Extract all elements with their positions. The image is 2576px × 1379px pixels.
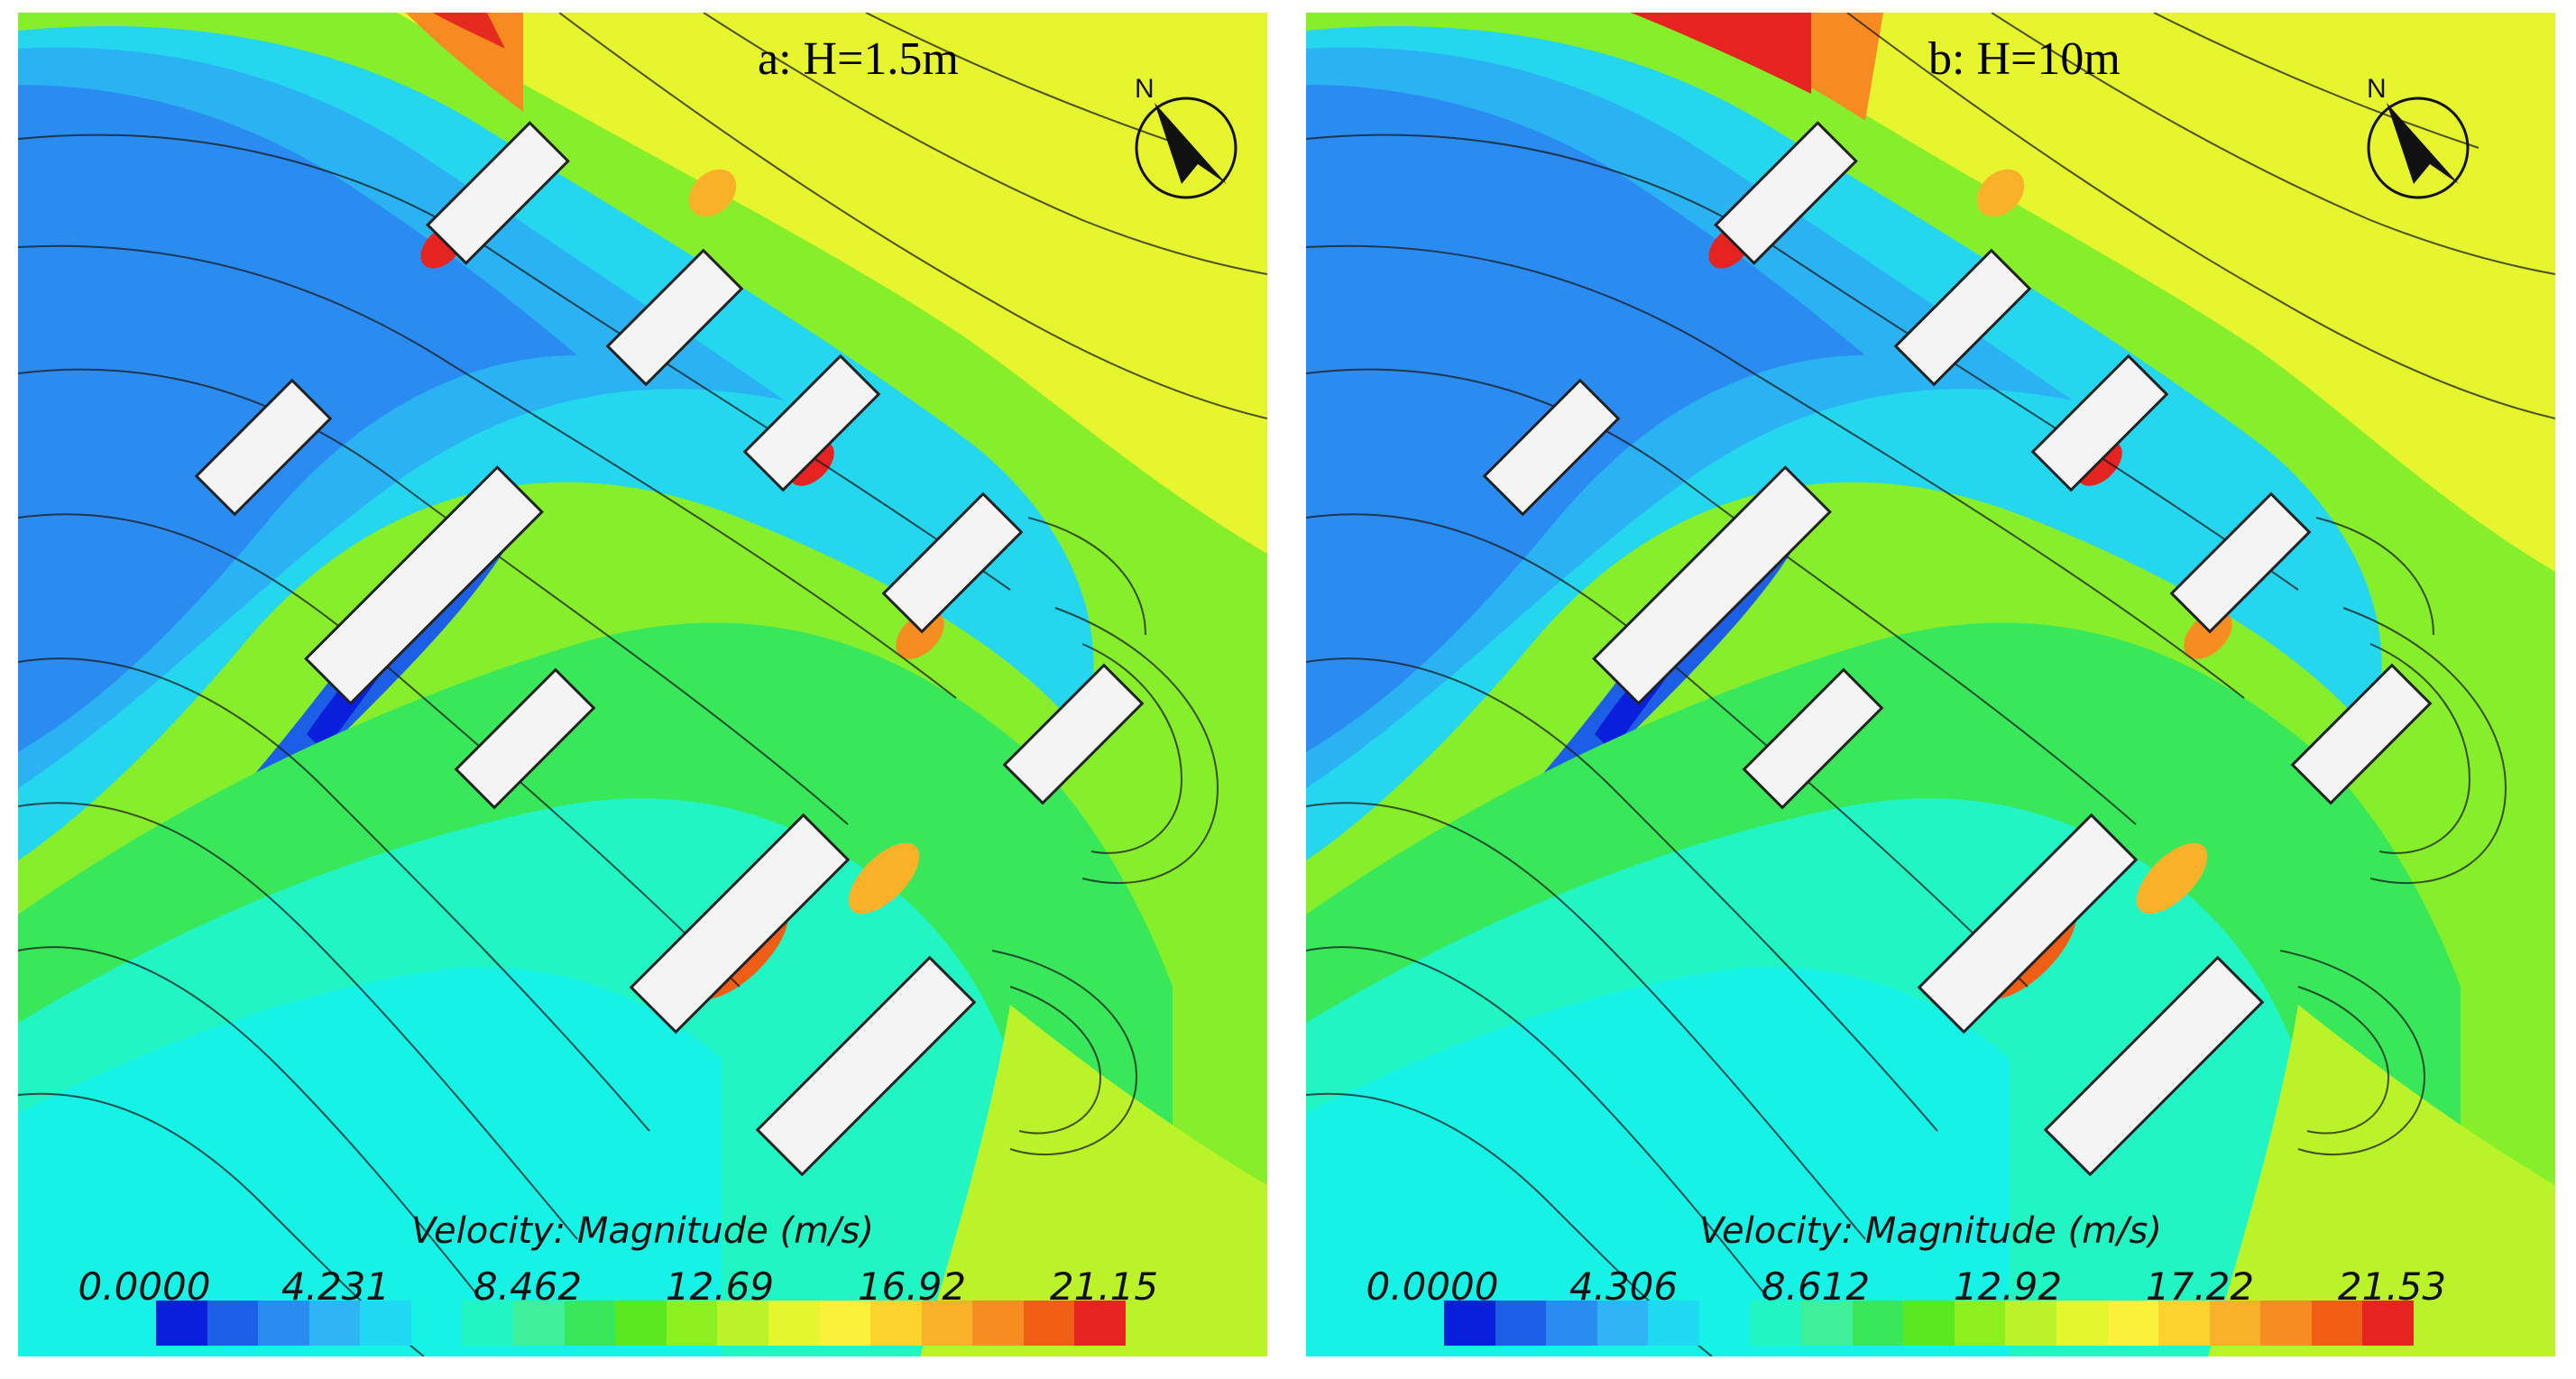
velocity-contour-field — [1306, 13, 2555, 1356]
colormap-segment — [717, 1301, 768, 1346]
colormap-segment — [1750, 1301, 1802, 1346]
colormap-segment — [1546, 1301, 1597, 1346]
velocity-contour-field — [18, 13, 1267, 1356]
colormap-segment — [1698, 1301, 1751, 1346]
colormap-segment — [2209, 1301, 2261, 1346]
north-arrow-icon: N — [2367, 76, 2470, 199]
colormap-segment — [2311, 1301, 2363, 1346]
panel-a: a: H=1.5m N Velocity: Magnitude (m/s) 0.… — [18, 13, 1267, 1356]
colormap-segment — [564, 1301, 616, 1346]
panel-b: b: H=10m N Velocity: Magnitude (m/s) 0.0… — [1306, 13, 2555, 1356]
colormap-segment — [972, 1301, 1024, 1346]
colormap-segment — [1444, 1301, 1495, 1346]
legend-title: Velocity: Magnitude (m/s) — [1699, 1210, 2162, 1252]
colormap-bar — [1444, 1301, 2414, 1346]
colormap-segment — [1074, 1301, 1126, 1346]
colormap-segment — [2056, 1301, 2108, 1346]
colormap-segment — [615, 1301, 667, 1346]
colormap-segment — [1023, 1301, 1075, 1346]
colormap-segment — [2158, 1301, 2210, 1346]
colormap-segment — [819, 1301, 871, 1346]
north-label: N — [2367, 76, 2387, 104]
colormap-segment — [156, 1301, 207, 1346]
colormap-segment — [207, 1301, 259, 1346]
colormap-segment — [2362, 1301, 2414, 1346]
colormap-segment — [1495, 1301, 1547, 1346]
colormap-segment — [462, 1301, 514, 1346]
colormap-segment — [258, 1301, 309, 1346]
panel-title: a: H=1.5m — [758, 33, 959, 85]
colormap-segment — [308, 1301, 361, 1346]
colormap-segment — [2260, 1301, 2312, 1346]
north-label: N — [1135, 76, 1155, 104]
panel-title: b: H=10m — [1928, 33, 2121, 85]
colormap-segment — [410, 1301, 463, 1346]
legend-title: Velocity: Magnitude (m/s) — [411, 1210, 874, 1252]
colormap-segment — [1852, 1301, 1904, 1346]
colormap-segment — [870, 1301, 922, 1346]
colormap-segment — [921, 1301, 973, 1346]
colormap-segment — [2107, 1301, 2159, 1346]
colormap-segment — [1648, 1301, 1699, 1346]
colormap-segment — [666, 1301, 718, 1346]
colormap-segment — [513, 1301, 565, 1346]
colormap-segment — [768, 1301, 820, 1346]
colormap-segment — [1954, 1301, 2006, 1346]
colormap-bar — [156, 1301, 1126, 1346]
colormap-segment — [1801, 1301, 1853, 1346]
colormap-segment — [1596, 1301, 1649, 1346]
colormap-segment — [360, 1301, 411, 1346]
colormap-segment — [2005, 1301, 2056, 1346]
north-arrow-icon: N — [1135, 76, 1237, 199]
colormap-segment — [1903, 1301, 1955, 1346]
